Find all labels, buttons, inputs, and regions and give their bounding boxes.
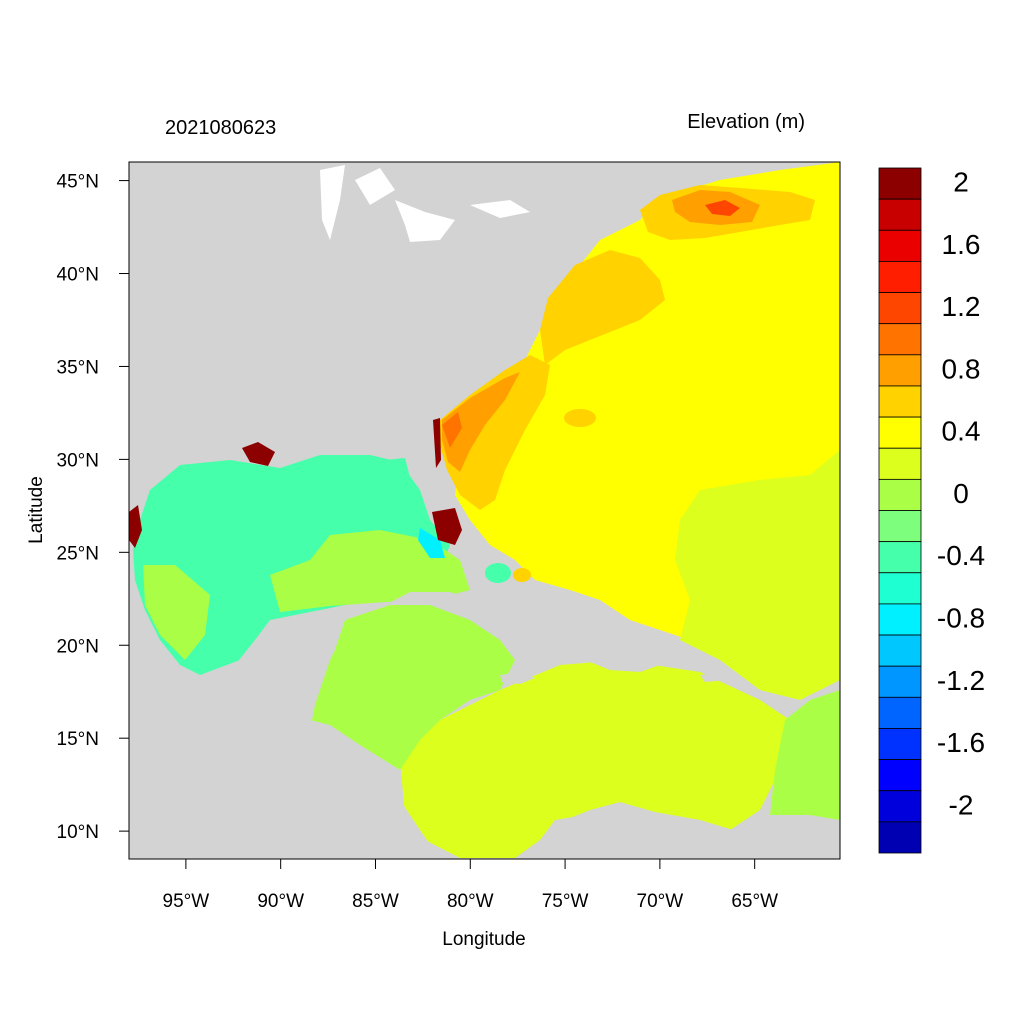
gulf-east-shelf-region (270, 530, 470, 612)
y-tick-label: 25°N (57, 543, 99, 564)
southeast-coast-region (442, 372, 520, 472)
colorbar-swatch (878, 603, 922, 636)
colorbar-swatch (878, 728, 922, 760)
gulf-west-shelf-region (143, 565, 210, 660)
carolina-coast-deep-orange (442, 412, 462, 448)
georgia-coast-extreme (433, 418, 441, 468)
x-tick-label: 85°W (352, 891, 399, 912)
colorbar-tick-label: 1.6 (942, 229, 981, 260)
x-tick-label: 70°W (637, 891, 684, 912)
mid-atlantic-shelf-region (540, 250, 665, 365)
colorbar-tick-label: 1.2 (942, 291, 981, 322)
colorbar-swatch (878, 385, 922, 418)
lesser-antilles-region (770, 690, 840, 820)
colorbar-tick-label: -1.2 (937, 665, 985, 696)
colorbar-swatch (878, 572, 922, 605)
florida-keys-strip (418, 528, 445, 558)
map-panel (129, 162, 840, 859)
yucatan-peninsula (200, 612, 345, 720)
colorbar-swatch (878, 665, 922, 698)
colorbar-tick-label: 0 (953, 478, 969, 509)
x-tick-label: 90°W (257, 891, 304, 912)
y-tick-label: 15°N (57, 729, 99, 750)
colorbar-swatch (878, 541, 922, 574)
map-frame (128, 161, 841, 860)
colorbar-swatch (878, 821, 922, 854)
colorbar-tick-label: -2 (949, 789, 974, 820)
colorbar-tick-label: -1.6 (937, 727, 985, 758)
bay-of-fundy-hotspot (705, 200, 740, 216)
louisiana-coast-extreme (242, 442, 275, 466)
y-tick-label: 30°N (57, 450, 99, 471)
x-tick-label: 95°W (163, 891, 210, 912)
colorbar-swatch (878, 416, 922, 449)
colorbar-tick-label: 0.8 (942, 353, 981, 384)
colorbar-swatch (878, 790, 922, 823)
south-florida-extreme (432, 508, 462, 545)
y-tick-label: 10°N (57, 822, 99, 843)
colorbar-swatch (878, 261, 922, 293)
y-tick-label: 40°N (57, 265, 99, 286)
colorbar-swatch (878, 634, 922, 667)
colorbar-swatch (878, 229, 922, 262)
central-america-isthmus (129, 718, 440, 859)
y-tick-label: 35°N (57, 357, 99, 378)
colorbar: 2 1.6 1.2 0.8 0.4 0 -0.4 -0.8 -1.2 -1.6 -2 (878, 167, 985, 854)
colorbar-swatch (878, 510, 922, 543)
bahamas-teal-patch (485, 563, 511, 583)
texas-coast-extreme (129, 505, 142, 548)
colorbar-tick-label: -0.4 (937, 540, 985, 571)
field-title: Elevation (m) (687, 111, 805, 133)
caribbean-region (310, 605, 515, 770)
south-america-coast (520, 802, 840, 859)
colorbar-tick-label: -0.8 (937, 602, 985, 633)
southeast-shelf-region (440, 355, 550, 510)
colorbar-swatch (878, 478, 922, 511)
atlantic-eddy-feature (564, 409, 596, 427)
y-axis-label: Latitude (26, 476, 47, 544)
x-tick-label: 80°W (447, 891, 494, 912)
x-axis: 95°W 90°W 85°W 80°W 75°W 70°W 65°W (163, 859, 778, 912)
x-tick-label: 65°W (731, 891, 778, 912)
y-tick-label: 45°N (57, 172, 99, 193)
bahamas-orange-patch (513, 568, 531, 582)
colorbar-swatch (878, 447, 922, 480)
x-axis-label: Longitude (442, 929, 525, 950)
y-tick-label: 20°N (57, 636, 99, 657)
florida-west-coast-strip (385, 458, 412, 495)
y-axis: 45°N 40°N 35°N 30°N 25°N 20°N 15°N 10°N (57, 172, 129, 843)
colorbar-swatch (878, 323, 922, 356)
jamaica-island (500, 672, 535, 684)
cuba-island (385, 592, 565, 652)
timestamp-label: 2021080623 (165, 117, 276, 139)
colorbar-swatch (878, 292, 922, 325)
gulf-of-mexico-region (133, 455, 450, 675)
x-tick-label: 75°W (542, 891, 589, 912)
central-atlantic-region (675, 450, 840, 700)
puerto-rico-island (700, 673, 730, 682)
eastern-caribbean-region (400, 660, 790, 858)
colorbar-swatch (878, 696, 922, 729)
colorbar-swatch (878, 198, 922, 231)
great-lakes (320, 165, 530, 242)
hispaniola-island (590, 645, 660, 672)
colorbar-tick-label: 2 (953, 167, 969, 198)
colorbar-swatch (878, 759, 922, 792)
colorbar-swatch (878, 167, 922, 200)
colorbar-swatch (878, 354, 922, 387)
colorbar-tick-label: 0.4 (942, 416, 981, 447)
